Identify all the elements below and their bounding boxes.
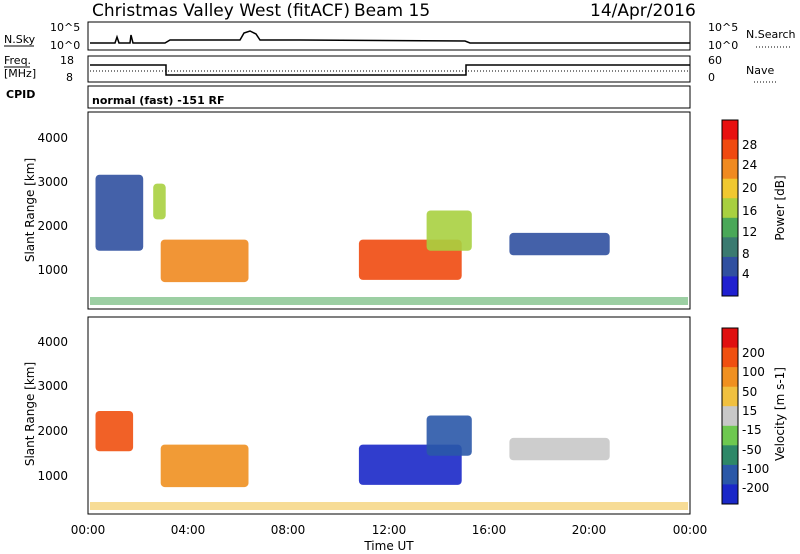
velocity-ylabel: Slant Range [km] — [23, 362, 37, 466]
velocity-echo-region-4 — [509, 437, 610, 461]
nsky-trace — [90, 30, 690, 44]
freq-trace — [90, 64, 690, 76]
radar-title: Christmas Valley West (fitACF) — [92, 1, 350, 21]
nsky-label: N.Sky — [4, 33, 36, 46]
power-colorbar: 28 24 20 16 12 8 4 Power [dB] — [721, 119, 787, 297]
cpid-strip-frame — [87, 85, 691, 109]
freq-tick-top: 18 — [60, 54, 74, 67]
velocity-colorbar-swatch-1 — [722, 347, 738, 368]
power-colorbar-swatch-7 — [722, 256, 738, 277]
power-colorbar-swatch-4 — [722, 198, 738, 219]
power-cbar-tick-24: 24 — [742, 158, 757, 172]
velocity-echo-region-3 — [426, 415, 472, 456]
power-colorbar-swatch-3 — [722, 178, 738, 199]
power-cbar-tick-8: 8 — [742, 247, 750, 261]
velocity-cbar-tick-neg50: -50 — [742, 443, 762, 457]
velocity-colorbar-swatch-8 — [722, 484, 738, 505]
power-ytick-1000: 1000 — [37, 263, 68, 277]
velocity-colorbar-swatch-0 — [722, 328, 738, 349]
velocity-panel: 4000 3000 2000 1000 Slant Range [km] — [23, 316, 691, 515]
nsearch-tick-bottom: 10^0 — [708, 39, 738, 52]
velocity-echo-region-0 — [160, 444, 249, 488]
time-axis: 00:00 04:00 08:00 12:00 16:00 20:00 00:0… — [71, 523, 708, 553]
nsearch-tick-top: 10^5 — [708, 21, 738, 34]
velocity-ground-scatter-band — [90, 502, 688, 510]
velocity-cbar-tick-15: 15 — [742, 404, 757, 418]
nsky-tick-bottom: 10^0 — [50, 39, 80, 52]
cpid-text: normal (fast) -151 RF — [92, 94, 225, 107]
power-colorbar-frame — [721, 119, 739, 297]
velocity-ytick-1000: 1000 — [37, 469, 68, 483]
power-cbar-tick-12: 12 — [742, 225, 757, 239]
power-cbar-tick-16: 16 — [742, 204, 757, 218]
freq-label-line2: [MHz] — [4, 67, 36, 80]
nave-label: Nave — [746, 64, 774, 77]
power-colorbar-swatch-2 — [722, 159, 738, 180]
freq-label-line1: Freq. — [4, 54, 31, 67]
velocity-cbar-tick-50: 50 — [742, 385, 757, 399]
velocity-colorbar-swatch-7 — [722, 464, 738, 485]
power-colorbar-swatch-1 — [722, 139, 738, 160]
power-colorbar-swatch-5 — [722, 217, 738, 238]
power-cbar-tick-4: 4 — [742, 267, 750, 281]
freq-tick-bottom: 8 — [66, 71, 73, 84]
velocity-colorbar-swatches — [722, 328, 738, 505]
freq-strip-frame — [87, 55, 691, 83]
power-ylabel: Slant Range [km] — [23, 158, 37, 262]
power-ytick-4000: 4000 — [37, 131, 68, 145]
power-colorbar-swatches — [722, 120, 738, 297]
velocity-colorbar-swatch-5 — [722, 425, 738, 446]
power-echo-region-5 — [95, 174, 144, 251]
velocity-ytick-4000: 4000 — [37, 335, 68, 349]
power-echo-region-1 — [153, 183, 166, 220]
xtick-00: 00:00 — [71, 523, 106, 537]
nave-tick-top: 60 — [708, 54, 722, 67]
velocity-scatter-regions — [90, 411, 688, 510]
velocity-colorbar-swatch-6 — [722, 445, 738, 466]
power-cbar-label: Power [dB] — [773, 175, 787, 240]
xtick-12: 12:00 — [372, 523, 407, 537]
xtick-20: 20:00 — [572, 523, 607, 537]
nave-tick-bottom: 0 — [708, 71, 715, 84]
noise-strip-frame — [87, 21, 691, 51]
velocity-cbar-tick-200: 200 — [742, 346, 765, 360]
power-panel: 4000 3000 2000 1000 Slant Range [km] — [23, 111, 691, 310]
power-ytick-2000: 2000 — [37, 219, 68, 233]
velocity-cbar-tick-100: 100 — [742, 365, 765, 379]
power-cbar-tick-20: 20 — [742, 181, 757, 195]
velocity-echo-region-1 — [95, 411, 134, 452]
power-ground-scatter-band — [90, 297, 688, 305]
velocity-colorbar-swatch-4 — [722, 406, 738, 427]
power-echo-region-0 — [160, 239, 249, 283]
date-label: 14/Apr/2016 — [590, 1, 696, 21]
xtick-08: 08:00 — [271, 523, 306, 537]
velocity-ytick-2000: 2000 — [37, 424, 68, 438]
xtick-04: 04:00 — [171, 523, 206, 537]
xtick-24: 00:00 — [673, 523, 708, 537]
cpid-label: CPID — [6, 88, 35, 101]
xtick-16: 16:00 — [472, 523, 507, 537]
power-colorbar-swatch-6 — [722, 237, 738, 258]
velocity-colorbar: 200 100 50 15 -15 -50 -100 -200 Velocity… — [721, 327, 787, 505]
power-ytick-3000: 3000 — [37, 175, 68, 189]
velocity-cbar-tick-neg100: -100 — [742, 462, 769, 476]
xlabel: Time UT — [363, 539, 414, 553]
power-echo-region-4 — [509, 232, 610, 256]
power-colorbar-swatch-8 — [722, 276, 738, 297]
velocity-colorbar-frame — [721, 327, 739, 505]
velocity-colorbar-swatch-3 — [722, 386, 738, 407]
velocity-ytick-3000: 3000 — [37, 379, 68, 393]
nsky-tick-top: 10^5 — [50, 21, 80, 34]
velocity-cbar-tick-neg200: -200 — [742, 481, 769, 495]
nsearch-label: N.Search — [746, 28, 796, 41]
power-echo-region-3 — [426, 210, 472, 251]
velocity-cbar-label: Velocity [m s-1] — [773, 367, 787, 461]
beam-label: Beam 15 — [354, 1, 430, 21]
velocity-cbar-tick-neg15: -15 — [742, 423, 762, 437]
power-colorbar-swatch-0 — [722, 120, 738, 141]
power-scatter-regions — [90, 174, 688, 305]
velocity-colorbar-swatch-2 — [722, 367, 738, 388]
power-cbar-tick-28: 28 — [742, 138, 757, 152]
